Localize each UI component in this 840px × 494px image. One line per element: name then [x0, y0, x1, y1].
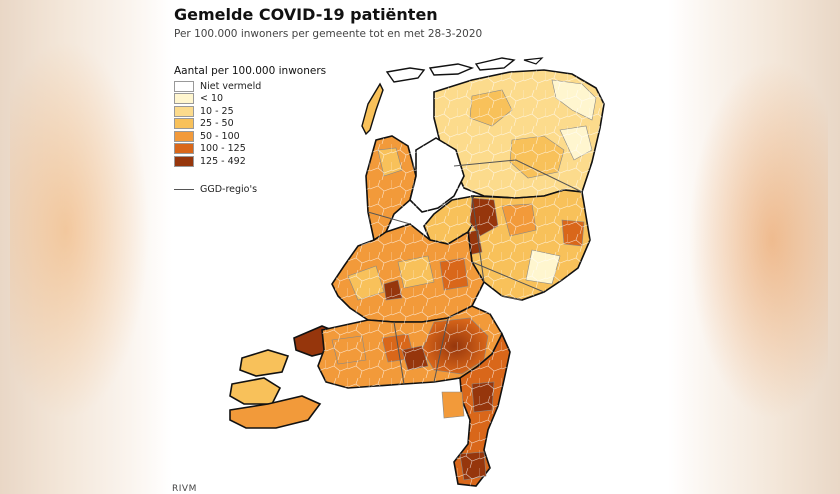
legend-item-lt-10: < 10	[174, 93, 261, 106]
legend-label: < 10	[200, 93, 224, 105]
source-label: RIVM	[172, 484, 197, 494]
legend-item-10-25: 10 - 25	[174, 105, 261, 118]
legend-swatch	[174, 118, 194, 130]
legend-swatch	[174, 80, 194, 92]
legend-swatch	[174, 155, 194, 167]
legend-item-niet-vermeld: Niet vermeld	[174, 80, 261, 93]
legend-ggd-regions: GGD-regio's	[174, 184, 257, 195]
legend-label: 125 - 492	[200, 155, 246, 167]
legend-swatch	[174, 105, 194, 117]
legend-title: Aantal per 100.000 inwoners	[174, 65, 327, 77]
legend-label: 25 - 50	[200, 118, 234, 130]
legend-label: 50 - 100	[200, 130, 240, 142]
legend-swatch	[174, 143, 194, 155]
map-panel: Gemelde COVID-19 patiënten Per 100.000 i…	[172, 0, 668, 494]
blurred-background-left	[0, 0, 172, 494]
ggd-line-swatch	[174, 189, 194, 190]
netherlands-map	[229, 57, 605, 487]
legend-label: 100 - 125	[200, 143, 246, 155]
mainland	[229, 69, 605, 487]
legend-item-50-100: 50 - 100	[174, 130, 261, 143]
map-title: Gemelde COVID-19 patiënten	[174, 5, 438, 24]
legend-item-100-125: 100 - 125	[174, 143, 261, 156]
legend-label: Niet vermeld	[200, 80, 262, 92]
legend: Niet vermeld < 10 10 - 25 25 - 50 50 - 1…	[174, 80, 261, 168]
legend-item-125-492: 125 - 492	[174, 155, 261, 168]
legend-label: 10 - 25	[200, 105, 234, 117]
legend-swatch	[174, 93, 194, 105]
ggd-label: GGD-regio's	[200, 184, 258, 195]
wadden-islands	[361, 57, 544, 136]
legend-item-25-50: 25 - 50	[174, 118, 261, 131]
legend-swatch	[174, 130, 194, 142]
map-subtitle: Per 100.000 inwoners per gemeente tot en…	[174, 28, 483, 40]
blurred-background-right	[668, 0, 840, 494]
